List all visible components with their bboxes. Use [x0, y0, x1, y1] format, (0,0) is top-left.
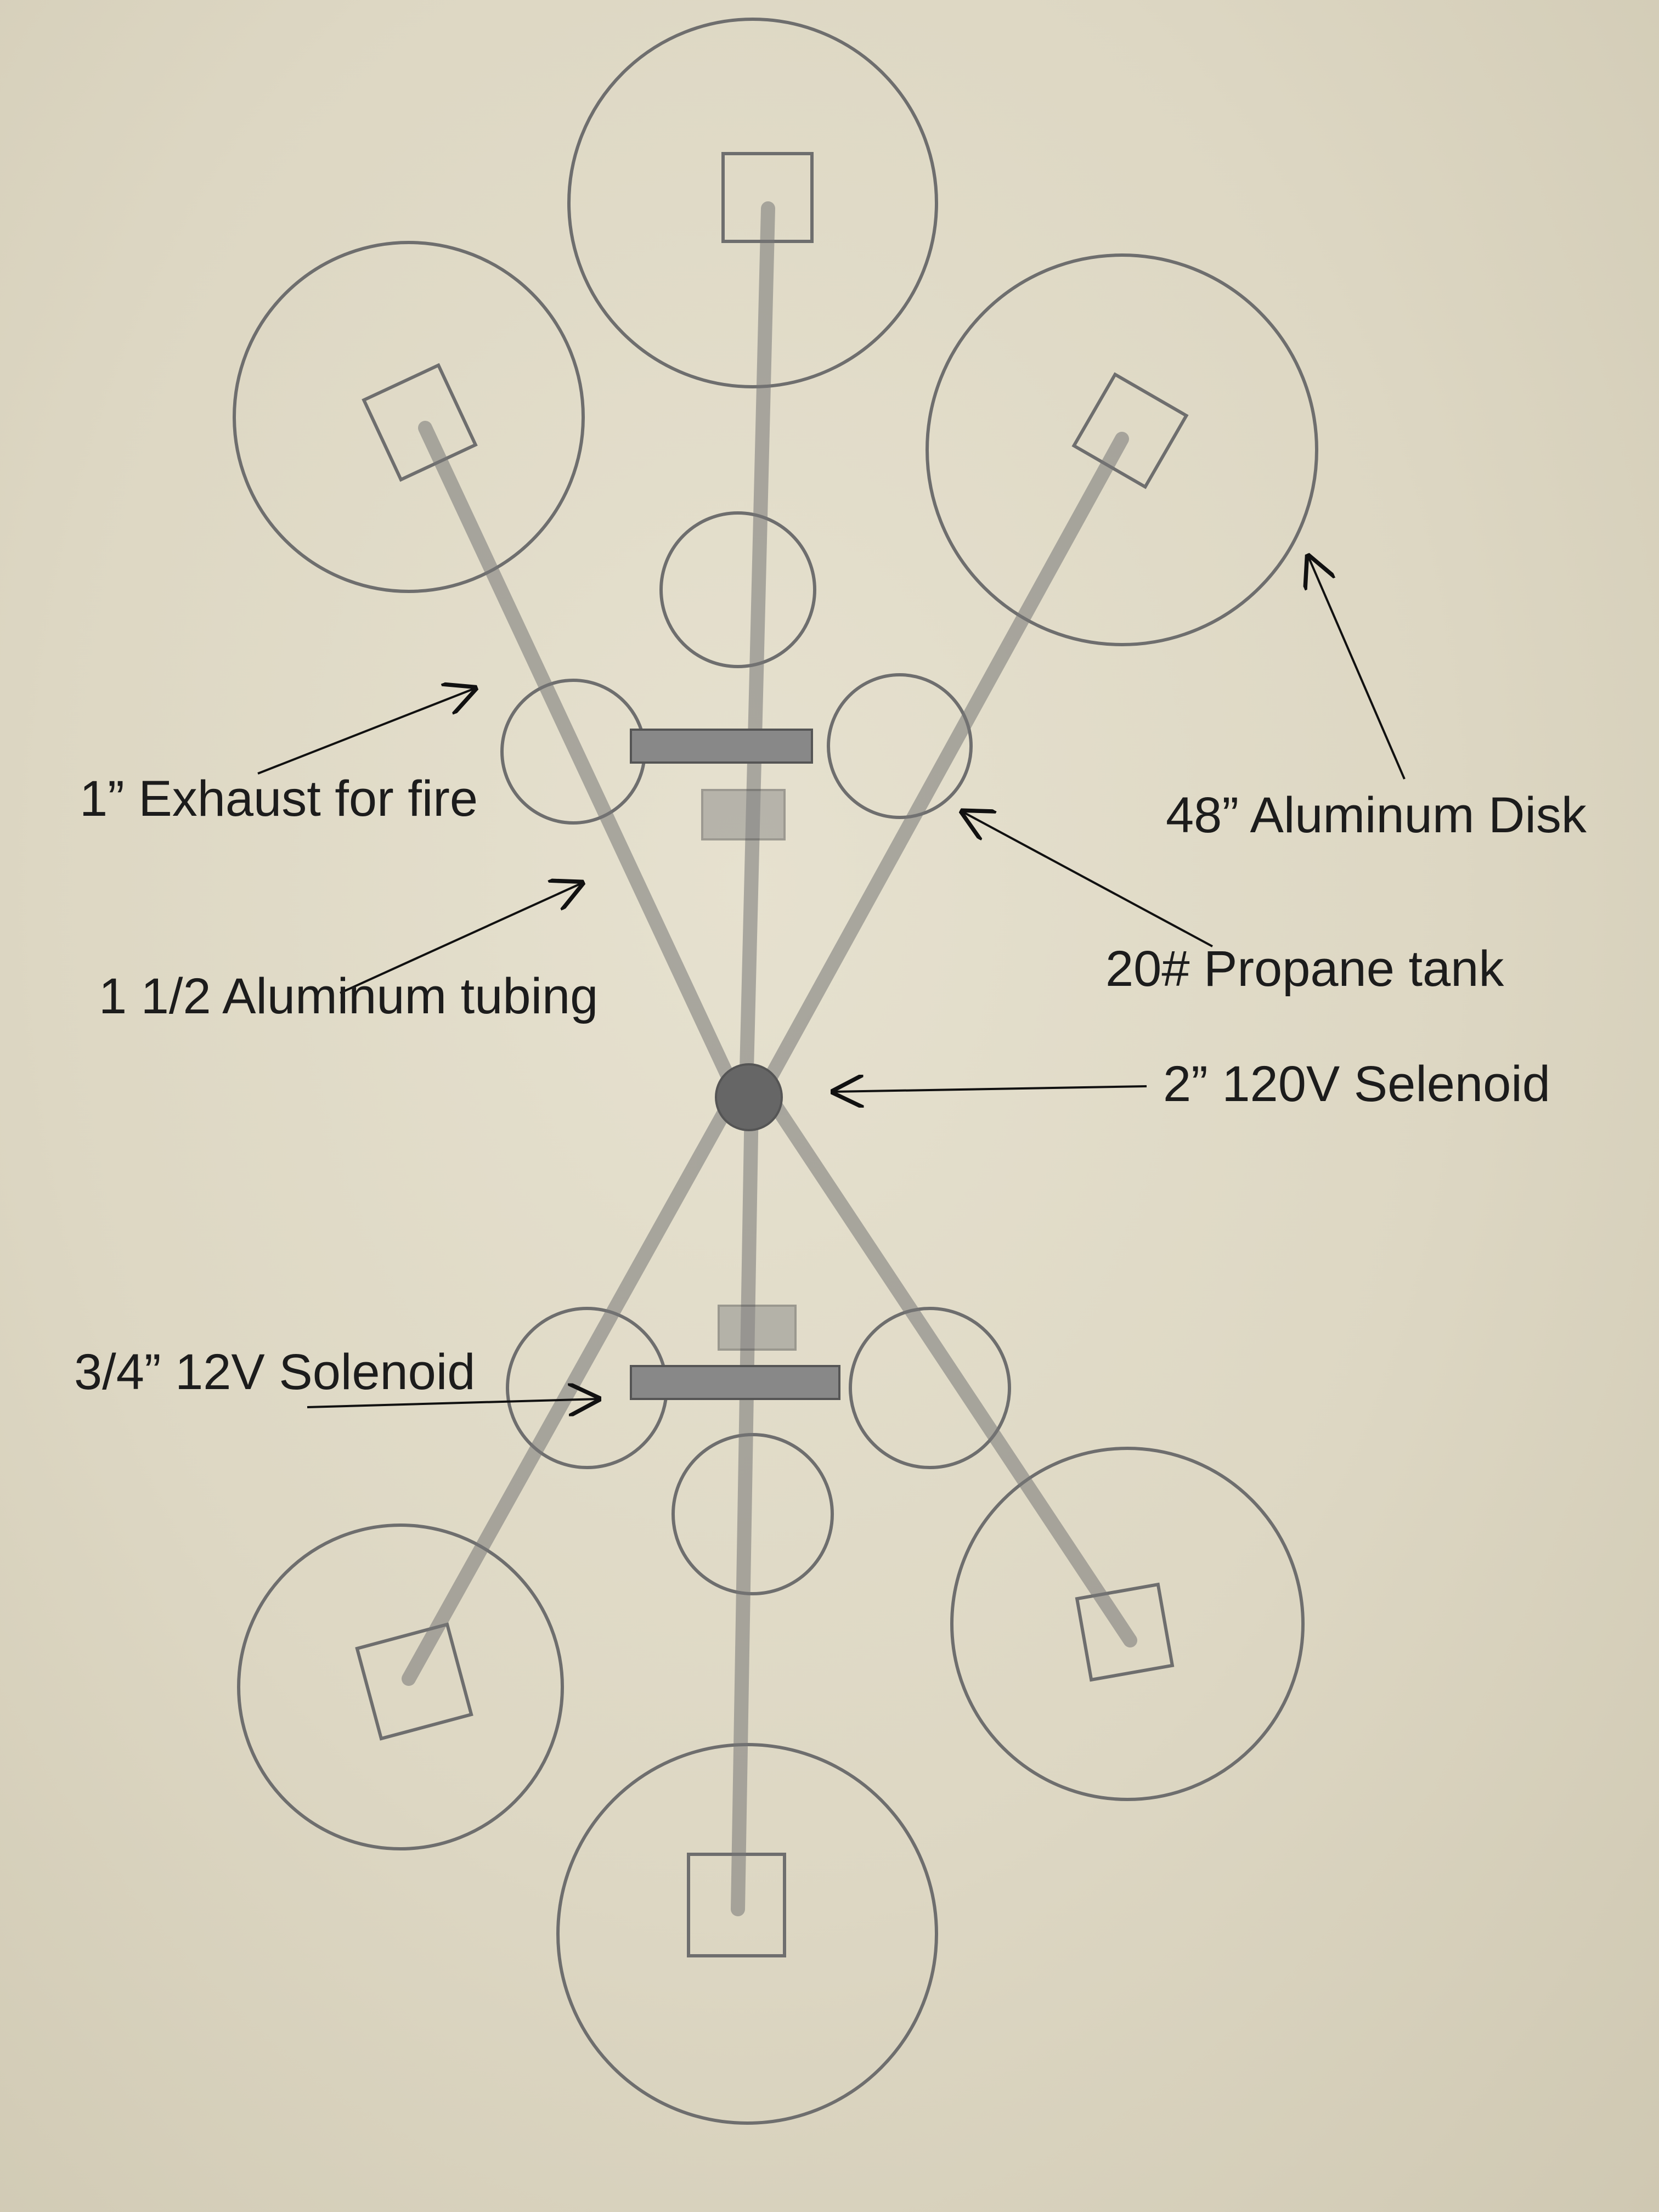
propane-tank-lower-center — [672, 1433, 834, 1595]
disk-top — [567, 18, 938, 388]
valve-upper — [701, 789, 786, 840]
arrow-disk — [1308, 557, 1406, 780]
selenoid-120v-body — [715, 1063, 783, 1131]
propane-tank-upper-right — [827, 673, 973, 819]
tube-lower-right — [766, 1096, 1137, 1647]
arrow-solenoid-12v — [307, 1399, 598, 1407]
disk-lower-right — [950, 1447, 1305, 1801]
tee-upper — [630, 729, 813, 764]
label-tubing: 1 1/2 Aluminum tubing — [99, 968, 599, 1024]
arrow-selenoid-120v — [834, 1086, 1147, 1092]
label-exhaust: 1” Exhaust for fire — [80, 771, 478, 827]
tube-bottom — [731, 1096, 759, 1916]
propane-tank-upper-center — [659, 511, 816, 668]
exhaust-lower-right — [1075, 1582, 1175, 1682]
tee-lower — [630, 1365, 840, 1400]
label-disk: 48” Aluminum Disk — [1166, 787, 1587, 843]
tube-upper-left — [418, 421, 742, 1099]
disk-upper-left — [233, 241, 585, 593]
exhaust-upper-right — [1071, 372, 1189, 489]
tube-top — [739, 201, 775, 1099]
exhaust-lower-left — [355, 1622, 473, 1741]
propane-tank-lower-right — [849, 1307, 1011, 1469]
disk-lower-left — [237, 1523, 564, 1850]
arrow-tubing — [340, 883, 582, 994]
arrow-propane — [963, 812, 1213, 947]
disk-bottom — [556, 1743, 938, 2125]
tube-upper-right — [755, 432, 1129, 1099]
arrow-exhaust — [257, 689, 475, 775]
label-selenoid-120v: 2” 120V Selenoid — [1163, 1056, 1550, 1112]
disk-upper-right — [926, 253, 1318, 646]
label-propane: 20# Propane tank — [1105, 941, 1504, 997]
exhaust-upper-left — [362, 363, 478, 482]
label-solenoid-12v: 3/4” 12V Solenoid — [74, 1344, 476, 1400]
valve-lower — [718, 1305, 797, 1351]
